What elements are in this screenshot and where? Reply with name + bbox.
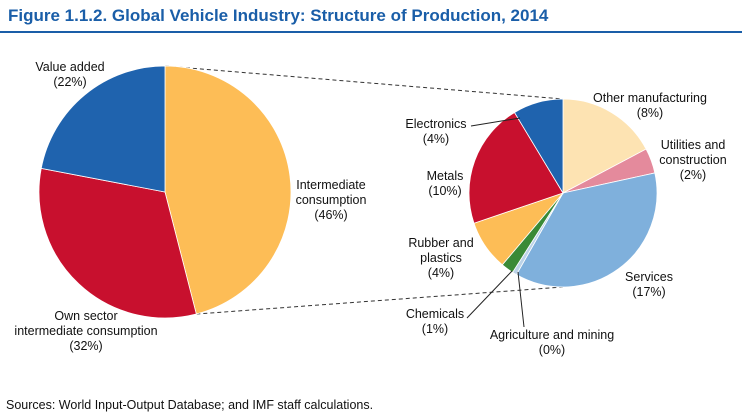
source-note: Sources: World Input-Output Database; an…: [6, 398, 374, 412]
label-agriculture-mining: Agriculture and mining (0%): [490, 328, 614, 357]
connector-bottom-line: [196, 286, 564, 315]
leader-chemicals: [466, 270, 513, 319]
label-intermediate-consumption: Intermediate consumption (46%): [296, 178, 367, 222]
slice-electronics: [513, 98, 564, 195]
label-own-sector: Own sector intermediate consumption (32%): [14, 309, 157, 353]
slice-intermediate-consumption: [164, 65, 292, 315]
slice-value-added: [40, 65, 166, 193]
slice-other-manufacturing: [562, 98, 647, 194]
slice-metals: [468, 111, 564, 224]
slice-own-sector-intermediate-consumption: [38, 167, 197, 319]
leader-electronics: [470, 117, 521, 127]
label-electronics: Electronics (4%): [405, 117, 466, 146]
title-rule: [0, 31, 742, 33]
label-utilities-construction: Utilities and construction (2%): [659, 138, 726, 182]
leader-agriculture: [517, 271, 525, 328]
label-services: Services (17%): [625, 270, 673, 299]
label-chemicals: Chemicals (1%): [406, 307, 464, 336]
label-other-manufacturing: Other manufacturing (8%): [593, 91, 707, 120]
label-metals: Metals (10%): [427, 169, 464, 198]
label-value-added: Value added (22%): [35, 60, 104, 89]
label-rubber-plastics: Rubber and plastics (4%): [408, 236, 473, 280]
slice-services: [515, 172, 658, 288]
connector-top-line: [164, 65, 564, 100]
figure-title: Figure 1.1.2. Global Vehicle Industry: S…: [8, 6, 549, 25]
